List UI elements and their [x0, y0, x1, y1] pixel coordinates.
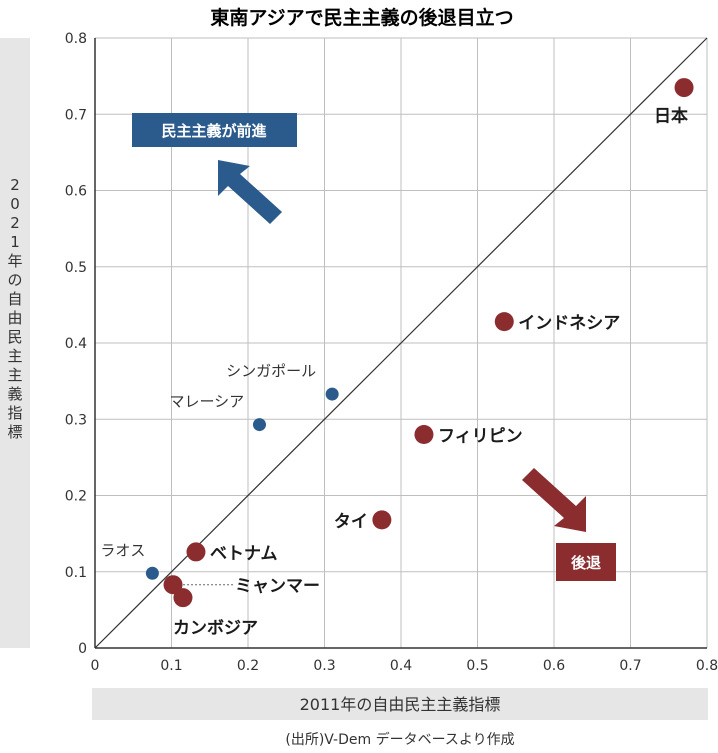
- advance-arrow-icon: [218, 160, 282, 224]
- x-tick-label: 0.7: [619, 658, 641, 674]
- advance-callout-box: [132, 113, 297, 147]
- x-tick-label: 0.4: [390, 658, 412, 674]
- x-tick-label: 0.2: [237, 658, 259, 674]
- data-point: [145, 566, 159, 580]
- point-label: カンボジア: [173, 619, 258, 639]
- x-tick-label: 0.6: [543, 658, 565, 674]
- x-tick-label: 0.3: [313, 658, 335, 674]
- point-label: 日本: [654, 106, 688, 127]
- tick-labels: 0 0.1 0.2 0.3 0.4 0.5 0.6 0.7 0.8 0 0.1 0.2 0.3 0.4 0.…: [65, 31, 718, 674]
- x-axis-label-band: [92, 688, 708, 720]
- data-point: [325, 387, 339, 401]
- y-axis-label-band: [0, 38, 30, 648]
- y-tick-label: 0.3: [65, 412, 87, 428]
- x-tick-label: 0.5: [466, 658, 488, 674]
- y-tick-label: 0.7: [65, 107, 87, 123]
- point-label: タイ: [334, 512, 368, 532]
- y-tick-label: 0.8: [65, 31, 87, 47]
- data-point: [173, 588, 193, 608]
- x-axis-label: 2011年の自由民主主義指標: [300, 695, 501, 714]
- y-tick-label: 0.6: [65, 184, 87, 200]
- data-point: [372, 510, 392, 530]
- data-point: [494, 312, 514, 332]
- data-point: [252, 418, 266, 432]
- point-label: インドネシア: [518, 314, 620, 334]
- data-point: [414, 425, 434, 444]
- point-label: マレーシア: [169, 393, 244, 411]
- x-tick-label: 0.8: [696, 658, 718, 674]
- decline-callout-box: [556, 543, 616, 581]
- decline-callout-label: 後退: [570, 554, 601, 572]
- y-tick-label: 0.1: [65, 565, 87, 581]
- source-note: (出所)V-Dem データベースより作成: [285, 731, 514, 748]
- point-label: ラオス: [100, 541, 145, 559]
- data-point: [163, 575, 183, 595]
- x-tick-label: 0.1: [160, 658, 182, 674]
- advance-callout-label: 民主主義が前進: [161, 122, 267, 140]
- data-point: [674, 78, 694, 98]
- point-label: フィリピン: [438, 427, 523, 447]
- data-point: [186, 542, 206, 562]
- point-label: ベトナム: [210, 544, 277, 564]
- x-tick-label: 0: [91, 658, 100, 674]
- chart-title: 東南アジアで民主主義の後退目立つ: [210, 6, 513, 29]
- y-tick-label: 0: [78, 641, 87, 657]
- y-tick-label: 0.2: [65, 489, 87, 505]
- point-label: シンガポール: [226, 362, 316, 380]
- decline-arrow-icon: [522, 468, 586, 532]
- y-tick-label: 0.5: [65, 260, 87, 276]
- y-axis-label: 2 0 2 1 年の自由民主主義指標: [7, 176, 22, 441]
- point-label: ミャンマー: [235, 577, 320, 597]
- y-tick-label: 0.4: [65, 336, 87, 352]
